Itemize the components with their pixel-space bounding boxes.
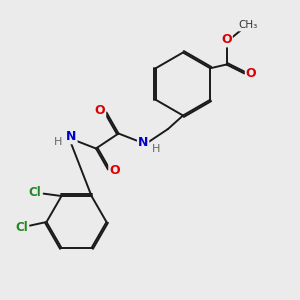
Text: O: O: [94, 104, 105, 118]
Text: N: N: [138, 136, 148, 149]
Text: N: N: [66, 130, 76, 143]
Text: O: O: [246, 67, 256, 80]
Text: H: H: [54, 136, 63, 147]
Text: Cl: Cl: [15, 221, 28, 234]
Text: H: H: [152, 143, 160, 154]
Text: Cl: Cl: [29, 186, 41, 199]
Text: CH₃: CH₃: [239, 20, 258, 31]
Text: O: O: [221, 33, 232, 46]
Text: O: O: [109, 164, 120, 178]
